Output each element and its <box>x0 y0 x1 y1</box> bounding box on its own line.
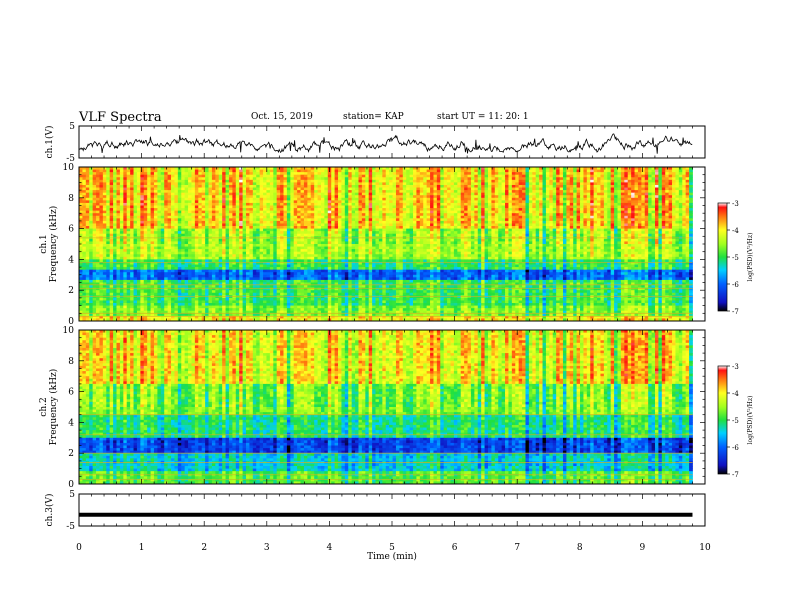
ytick-label: 8 <box>68 194 74 204</box>
x-axis-label: Time (min) <box>367 551 417 562</box>
ytick-label: 0 <box>68 317 74 327</box>
colorbar-tick-label: -4 <box>732 227 739 235</box>
spectrogram-ch1-colorbar <box>717 202 728 312</box>
colorbar-tick-label: -5 <box>732 417 739 425</box>
xtick-label: 3 <box>264 543 270 553</box>
waveform-ch1-ylabel: ch.1(V) <box>44 126 55 159</box>
spectrogram-ch1-image <box>79 167 693 322</box>
spectrogram-ch1-colorbar-label: log(PSD)(V²/Hz) <box>747 233 754 282</box>
spectrogram-ch1-ylabel-frequency: Frequency (kHz) <box>48 206 59 283</box>
xtick-label: 0 <box>76 543 82 553</box>
spectrogram-ch2-ylabel-frequency: Frequency (kHz) <box>48 369 59 446</box>
xtick-label: 5 <box>389 543 395 553</box>
header-start-time: start UT = 11: 20: 1 <box>437 112 529 122</box>
colorbar-tick-label: -3 <box>732 200 739 208</box>
waveform-traces <box>78 133 693 517</box>
xtick-label: 1 <box>139 543 145 553</box>
spectrogram-ch2-image <box>79 330 693 485</box>
ytick-label: 4 <box>68 418 74 428</box>
ytick-label: -5 <box>66 154 75 164</box>
colorbar-tick-label: -3 <box>732 363 739 371</box>
colorbar-tick-label: -4 <box>732 390 739 398</box>
ytick-label: 4 <box>68 255 74 265</box>
axes <box>78 125 730 527</box>
colorbar-tick-label: -6 <box>732 444 739 452</box>
spectrogram-ch1-ylabel: ch.1 <box>39 234 49 253</box>
ytick-label: 6 <box>68 388 74 398</box>
spectrogram-ch2-ylabel: ch.2 <box>39 397 49 416</box>
spectrogram-ch2-colorbar-label: log(PSD)(V²/Hz) <box>747 396 754 445</box>
ytick-label: 10 <box>63 326 75 336</box>
spectrogram-ch2-colorbar <box>717 365 728 475</box>
ytick-label: 6 <box>68 225 74 235</box>
xtick-label: 4 <box>327 543 333 553</box>
header-station: station= KAP <box>343 112 404 122</box>
ytick-label: 5 <box>69 122 75 132</box>
xtick-label: 2 <box>201 543 207 553</box>
xtick-label: 6 <box>452 543 458 553</box>
ytick-label: 0 <box>68 480 74 490</box>
xtick-label: 10 <box>699 543 711 553</box>
ytick-label: -5 <box>66 522 75 532</box>
waveform-ch1-trace <box>78 133 693 154</box>
xtick-label: 7 <box>514 543 520 553</box>
header-date: Oct. 15, 2019 <box>251 112 313 122</box>
colorbar-tick-label: -6 <box>732 281 739 289</box>
ytick-label: 10 <box>63 163 75 173</box>
ytick-label: 2 <box>68 286 74 296</box>
ytick-label: 2 <box>68 449 74 459</box>
ytick-label: 5 <box>69 490 75 500</box>
colorbar-tick-label: -7 <box>732 308 739 316</box>
waveform-ch3-ylabel: ch.3(V) <box>44 494 55 527</box>
ytick-label: 8 <box>68 357 74 367</box>
colorbar-tick-label: -7 <box>732 471 739 479</box>
xtick-label: 9 <box>640 543 646 553</box>
colorbar-tick-label: -5 <box>732 254 739 262</box>
xtick-label: 8 <box>577 543 583 553</box>
chart-title: VLF Spectra <box>79 110 162 125</box>
